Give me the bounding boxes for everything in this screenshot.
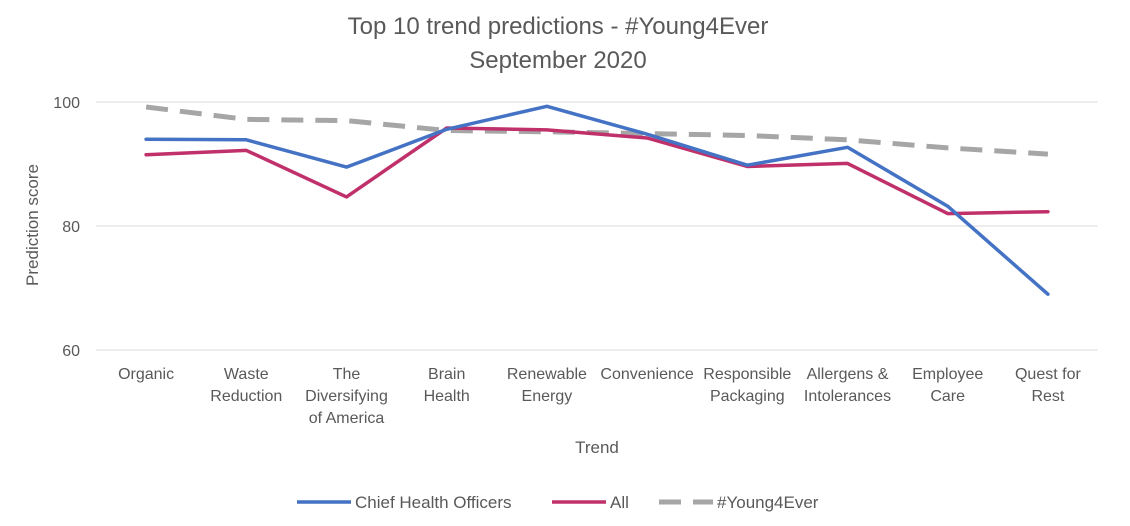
x-tick-label: Brain Health xyxy=(424,366,470,405)
x-tick-line: of America xyxy=(309,410,385,427)
y-tick-label: 60 xyxy=(62,343,80,360)
x-tick-line: Employee xyxy=(912,366,983,383)
x-tick-line: Organic xyxy=(118,366,174,383)
x-tick-label: Responsible Packaging xyxy=(703,366,791,405)
series-line-1 xyxy=(144,126,1050,216)
x-tick-line: Convenience xyxy=(600,366,694,383)
series-line-2 xyxy=(145,104,1049,157)
chart-subtitle: September 2020 xyxy=(469,47,646,74)
x-tick-label: Quest for Rest xyxy=(1015,366,1081,405)
x-axis-title: Trend xyxy=(575,438,619,457)
x-tick-label: Allergens & Intolerances xyxy=(804,366,891,405)
y-tick-label: 80 xyxy=(62,219,80,236)
y-axis-ticks: 60 80 100 xyxy=(53,95,80,360)
x-tick-label: The Diversifying of America xyxy=(305,366,388,427)
legend-label-0: Chief Health Officers xyxy=(355,493,512,512)
gridlines xyxy=(96,101,1098,351)
x-tick-label: Renewable Energy xyxy=(507,366,587,405)
x-tick-label: Employee Care xyxy=(912,366,983,405)
x-tick-line: Energy xyxy=(522,388,573,405)
x-tick-line: The xyxy=(333,366,361,383)
legend-label-1: All xyxy=(610,493,629,512)
x-tick-line: Care xyxy=(930,388,965,405)
series-lines xyxy=(144,104,1050,296)
x-axis-ticks: Organic Waste Reduction The Diversifying of A… xyxy=(118,366,1081,427)
x-tick-line: Reduction xyxy=(210,388,282,405)
x-tick-line: Rest xyxy=(1031,388,1064,405)
legend: Chief Health Officers All #Young4Ever xyxy=(297,493,819,512)
x-tick-label: Convenience xyxy=(600,366,694,383)
y-axis-title: Prediction score xyxy=(23,164,42,286)
y-tick-label: 100 xyxy=(53,95,80,112)
x-tick-line: Packaging xyxy=(710,388,785,405)
x-tick-line: Health xyxy=(424,388,470,405)
x-tick-line: Renewable xyxy=(507,366,587,383)
chart-title: Top 10 trend predictions - #Young4Ever xyxy=(348,13,769,40)
x-tick-line: Responsible xyxy=(703,366,791,383)
x-tick-line: Quest for xyxy=(1015,366,1081,383)
x-tick-line: Diversifying xyxy=(305,388,388,405)
series-line-0 xyxy=(144,104,1050,296)
x-tick-line: Brain xyxy=(428,366,465,383)
x-tick-line: Allergens & xyxy=(807,366,889,383)
legend-label-2: #Young4Ever xyxy=(717,493,819,512)
x-tick-label: Organic xyxy=(118,366,174,383)
x-tick-line: Waste xyxy=(224,366,269,383)
x-tick-line: Intolerances xyxy=(804,388,891,405)
x-tick-label: Waste Reduction xyxy=(210,366,282,405)
